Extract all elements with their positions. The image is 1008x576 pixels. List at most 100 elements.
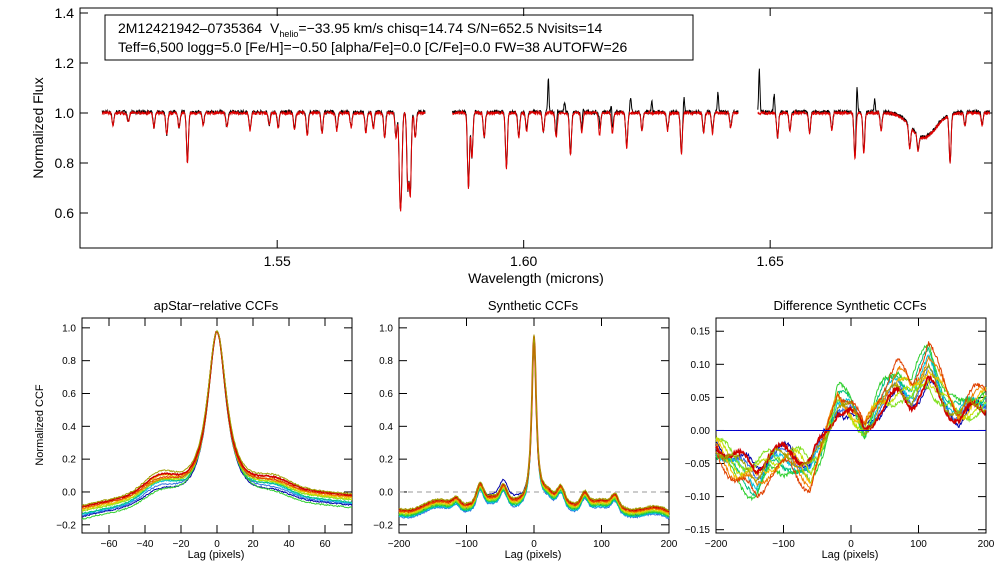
difference-ccf-series-3 [715,353,987,492]
apstar-ccf-lines [81,329,353,520]
spectrum-xtick-label: 1.65 [757,253,784,269]
difference-ccf-series-6 [715,384,987,473]
apstar-ccf-ylabel: Normalized CCF [34,384,46,466]
spectrum-ytick-label: 1.4 [55,5,75,21]
difference-ccf-title: Difference Synthetic CCFs [774,298,927,313]
synthetic-ccf-ytick-label: 0.8 [379,356,393,367]
apstar-ccf-series-1 [81,330,353,518]
difference-ccf-series-5 [715,343,987,502]
synthetic-ccf-ytick-label: 0.6 [379,389,393,400]
apstar-ccf-ytick-label: 0.0 [62,487,76,498]
difference-ccf-xtick-label: −100 [772,539,795,550]
difference-ccf-xtick-label: 100 [910,539,927,550]
synthetic-ccf-xtick-label: 0 [531,539,537,550]
apstar-ccf-xtick-label: −40 [137,539,154,550]
apstar-ccf-series-10 [81,330,353,509]
synthetic-ccf-series-12 [398,334,670,511]
spectrum-frame [79,7,993,249]
synthetic-ccf-ytick-label: 0.4 [379,422,393,433]
vhelio-subscript: helio [279,29,298,39]
apstar-ccf-series-9 [81,330,353,510]
apstar-ccf-series-7 [81,330,353,512]
synthetic-ccf-series-3 [398,341,670,519]
apstar-ccf-xtick-label: 60 [319,539,331,550]
difference-ccf-series-1 [715,378,987,472]
difference-ccf-series-7 [715,379,987,478]
info-line-1-rest: =−33.95 km/s chisq=14.74 S/N=652.5 Nvisi… [298,20,602,36]
observed-spectrum-chip-2 [451,78,739,188]
info-box [104,14,694,61]
apstar-ccf-xtick-label: 0 [214,539,220,550]
apstar-ccf-ytick-label: 0.6 [62,389,76,400]
synthetic-ccf-series-7 [398,339,670,516]
synthetic-ccf-series-6 [398,339,670,517]
synthetic-ccf-lines [398,334,670,520]
observed-spectrum-chip-1 [101,108,426,209]
difference-ccf-ytick-label: −0.05 [685,459,711,470]
synthetic-ccf-xtick-label: 100 [593,539,610,550]
apstar-ccf-ytick-label: 0.2 [62,455,76,466]
synthetic-ccf-ytick-label: −0.2 [373,520,393,531]
difference-ccf-series-12 [715,362,987,484]
difference-ccf-xtick-label: 200 [978,539,995,550]
vhelio-label: V [270,20,280,36]
apstar-ccf-xtick-label: 20 [247,539,259,550]
synthetic-ccf-title: Synthetic CCFs [488,298,579,313]
synthetic-ccf-xtick-label: −200 [388,539,411,550]
apstar-ccf-xtick-label: 40 [283,539,295,550]
spectrum-axes: 1.55 1.60 1.65 0.6 0.8 1.0 1.2 1.4 [55,5,992,269]
synthetic-ccf-series-8 [398,338,670,515]
apstar-ccf-panel: apStar−relative CCFs −60 −40 −20 0 20 40 60 −0.… [34,298,353,561]
spectrum-panel: 2M12421942–0735364 Vhelio=−33.95 km/s chi… [30,5,993,286]
difference-ccf-xtick-label: −200 [705,539,728,550]
difference-ccf-panel: Difference Synthetic CCFs −200 −100 0 100 20… [685,298,995,561]
difference-ccf-ytick-label: 0.10 [691,360,711,371]
spectrum-ytick-label: 1.0 [55,105,75,121]
synthetic-ccf-series-4 [398,340,670,518]
synthetic-ccf-panel: Synthetic CCFs −200 −100 0 100 200 −0.2 0.0 0.2… [373,298,678,561]
apstar-ccf-series-8 [81,330,353,510]
apstar-ccf-xlabel: Lag (pixels) [188,549,245,561]
apstar-ccf-ytick-label: 0.8 [62,356,76,367]
synthetic-ccf-axes: −200 −100 0 100 200 −0.2 0.0 0.2 0.4 0.6 0.8 1.0 [373,318,678,550]
info-line-1: 2M12421942–0735364 Vhelio=−33.95 km/s chi… [118,20,603,39]
difference-ccf-series-9 [715,356,987,492]
star-id: 2M12421942–0735364 [118,20,262,36]
difference-ccf-ytick-label: −0.10 [685,492,711,503]
apstar-ccf-series-12 [81,330,353,507]
spectrum-ytick-label: 0.8 [55,155,75,171]
apstar-ccf-title: apStar−relative CCFs [154,298,279,313]
synthetic-ccf-series-10 [398,336,670,514]
apstar-ccf-ytick-label: 0.4 [62,422,76,433]
difference-ccf-axes: −200 −100 0 100 200 −0.15 −0.10 −0.05 0.00 0.05 0.… [685,318,995,550]
synthetic-ccf-xlabel: Lag (pixels) [505,549,562,561]
synthetic-ccf-ytick-label: 0.2 [379,455,393,466]
spectrum-xlabel: Wavelength (microns) [468,270,604,286]
difference-ccf-ytick-label: 0.15 [691,327,711,338]
spectrum-xtick-label: 1.60 [510,253,537,269]
difference-ccf-xtick-label: 0 [848,539,854,550]
difference-ccf-series-11 [715,375,987,477]
synthetic-ccf-ytick-label: 0.0 [379,487,393,498]
synthetic-ccf-series-5 [398,339,670,518]
synthetic-ccf-series-9 [398,336,670,514]
apstar-ccf-series-4 [81,329,353,515]
difference-ccf-ytick-label: 0.00 [691,426,711,437]
apstar-ccf-series-11 [81,330,352,508]
spectrum-ylabel: Normalized Flux [30,77,46,178]
difference-ccf-series-8 [715,369,987,484]
apstar-ccf-series-3 [81,330,353,515]
model-spectrum-chip-3 [757,109,990,164]
synthetic-ccf-xtick-label: 200 [661,539,678,550]
difference-ccf-ytick-label: −0.15 [685,525,711,536]
apstar-ccf-series-6 [81,330,353,512]
model-spectrum-chip-1 [101,109,426,212]
apstar-ccf-ytick-label: −0.2 [56,520,76,531]
synthetic-ccf-series-11 [398,334,670,513]
apstar-ccf-axes: −60 −40 −20 0 20 40 60 −0.2 0.0 0.2 0.4 0.6 0.8 1.0 [56,318,352,550]
synthetic-ccf-ytick-label: 1.0 [379,323,393,334]
synthetic-ccf-series-1 [398,335,670,517]
apstar-ccf-series-2 [81,330,353,517]
difference-ccf-xlabel: Lag (pixels) [822,549,879,561]
